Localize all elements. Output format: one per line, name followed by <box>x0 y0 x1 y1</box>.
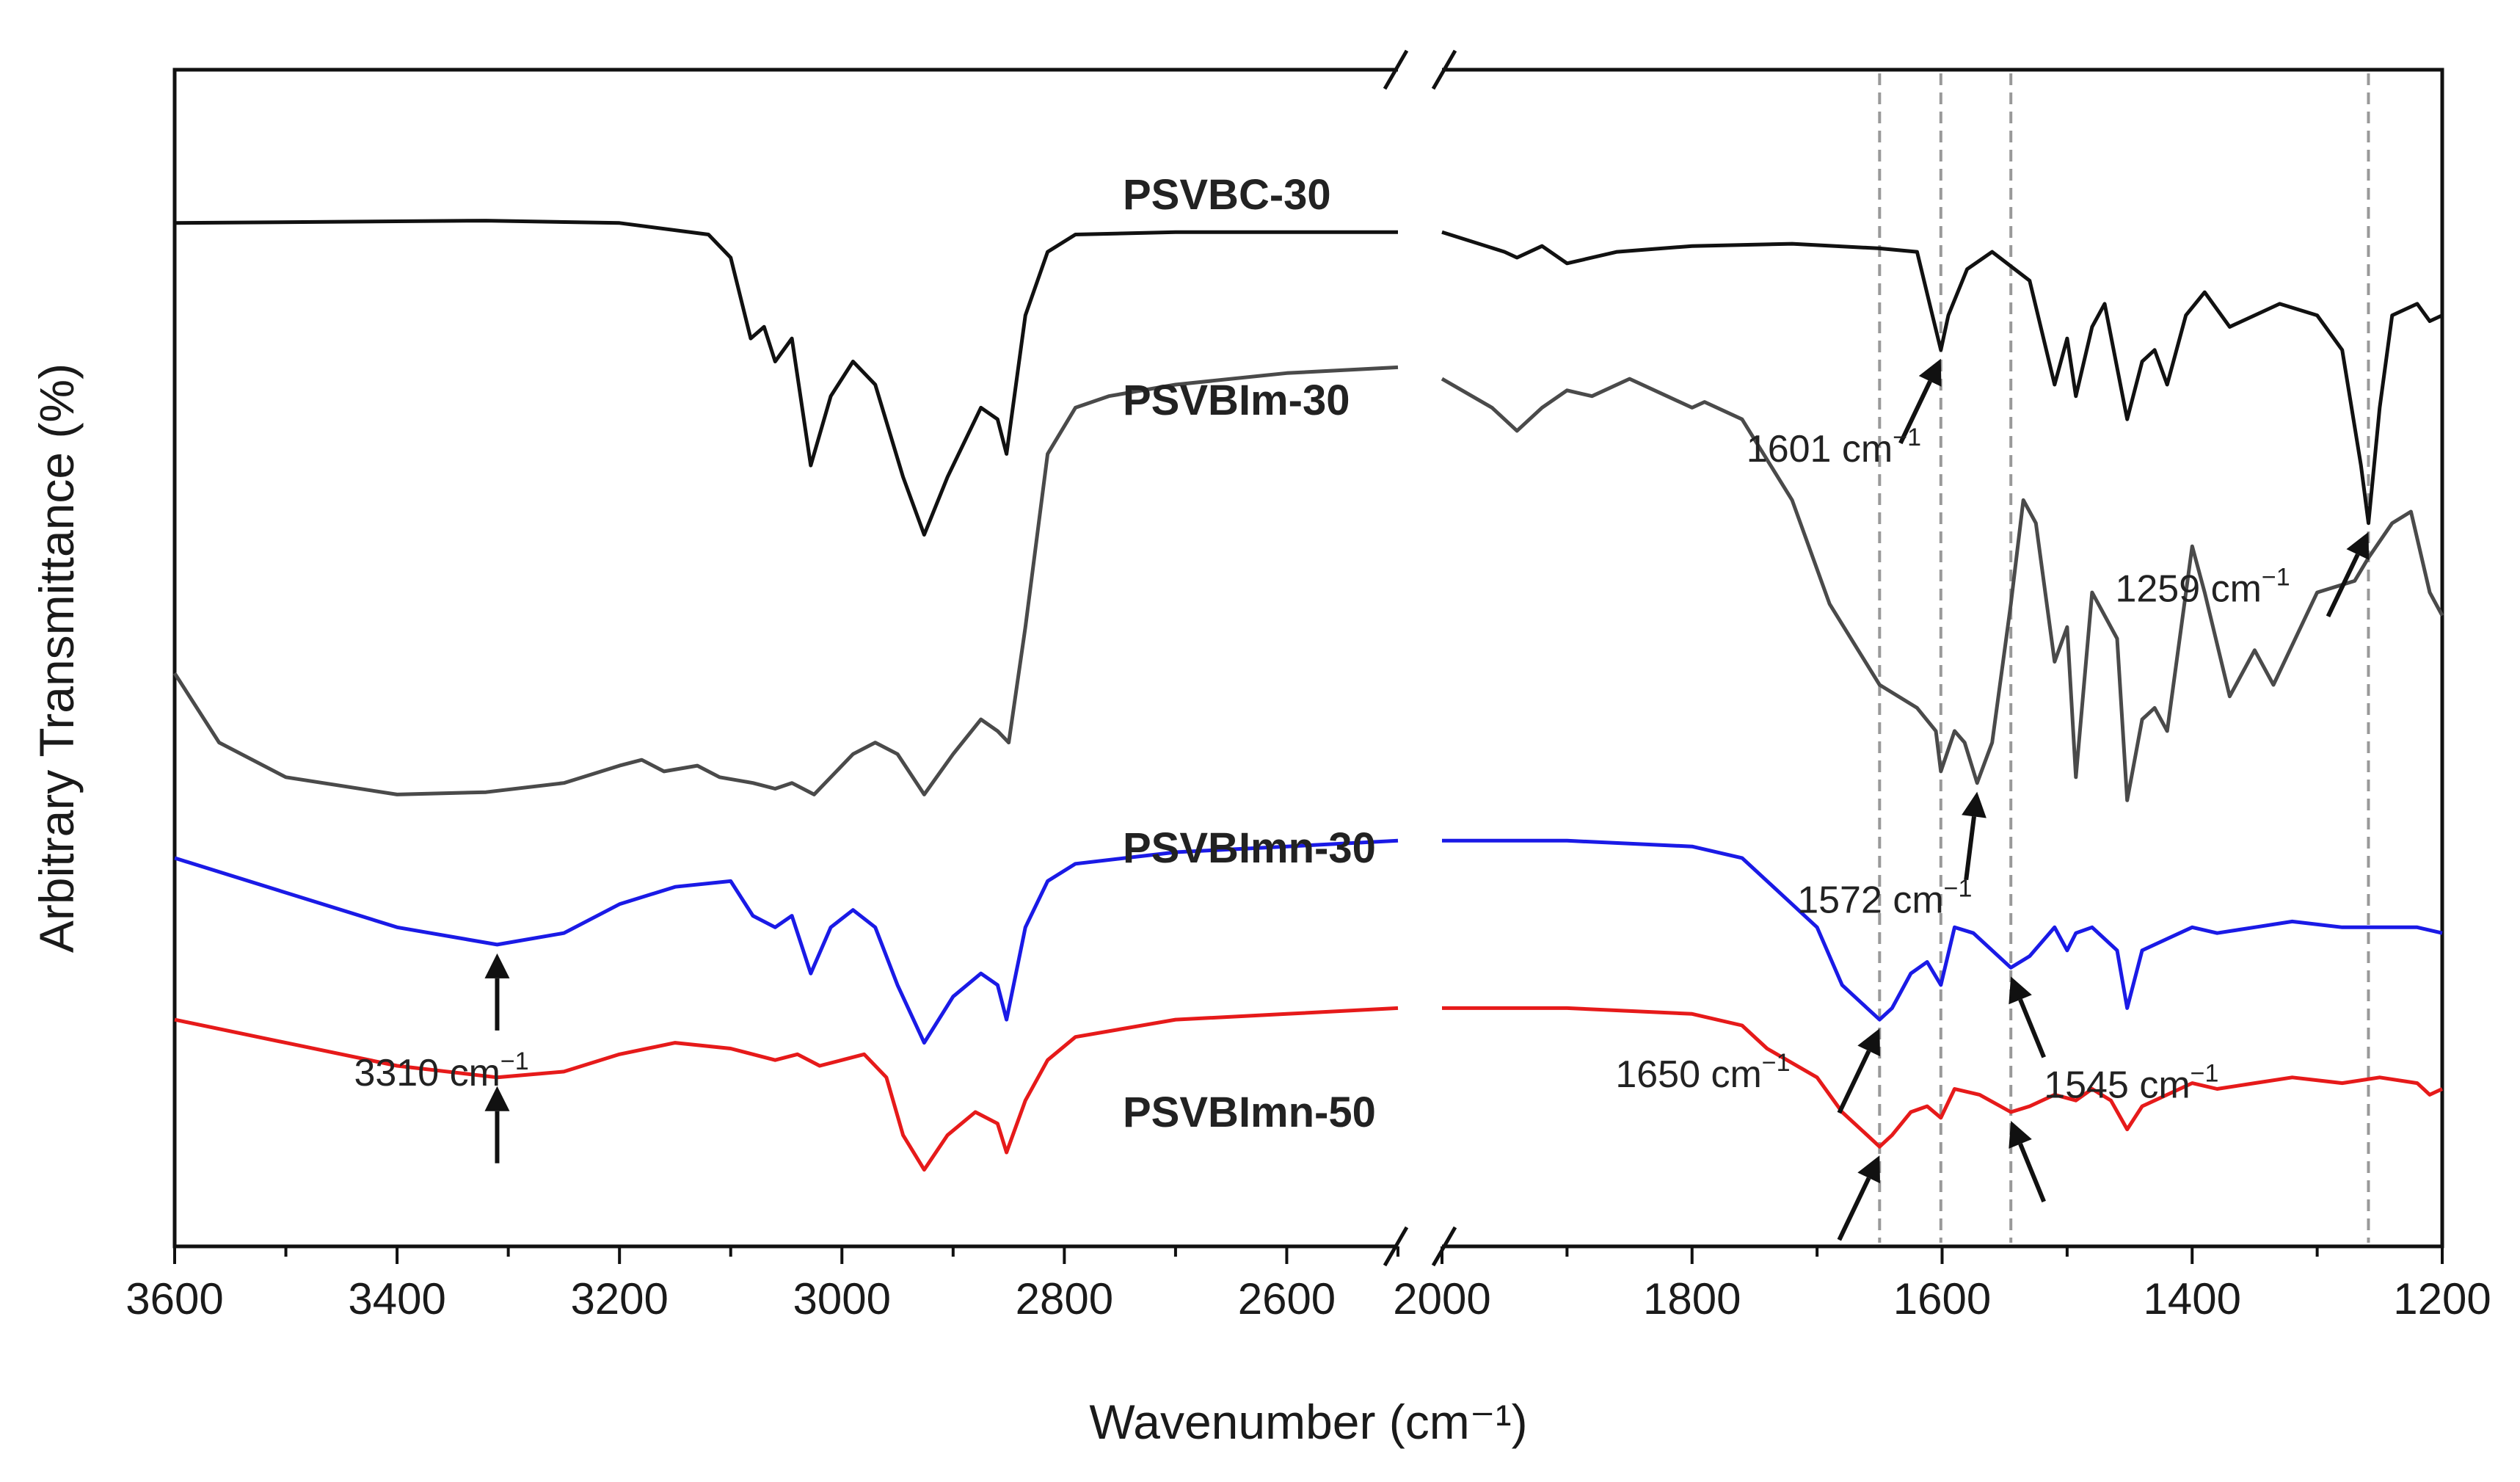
annotation-arrowhead <box>1857 1155 1880 1184</box>
x-tick-label: 1600 <box>1893 1274 1991 1323</box>
annotation-superscript: −1 <box>2262 564 2290 592</box>
annotation-arrowhead <box>484 1086 510 1111</box>
series-line <box>1441 377 2444 802</box>
x-axis-title: Wavenumber (cm⁻¹) <box>1089 1395 1527 1449</box>
series-label: PSVBIm-30 <box>1123 377 1350 424</box>
series-line <box>174 838 1399 1045</box>
annotation-label: 1572 cm−1 <box>1797 875 1972 922</box>
x-tick-label: 3400 <box>348 1274 445 1323</box>
annotation-label: 3310 cm−1 <box>354 1047 528 1094</box>
annotation-arrowhead <box>2346 531 2370 560</box>
axis-break-mark <box>1431 49 1457 90</box>
series-line <box>1442 1006 2444 1149</box>
series-label: PSVBC-30 <box>1123 171 1331 219</box>
annotation-arrow <box>2018 1143 2046 1203</box>
annotation-arrowhead <box>1918 358 1942 387</box>
annotation-arrow <box>1964 816 1976 881</box>
axis-break-gap <box>1398 55 1442 1261</box>
annotation-label: 1650 cm−1 <box>1615 1049 1790 1096</box>
series-line <box>174 219 1398 537</box>
annotation-arrow <box>1837 1177 1871 1241</box>
series-line <box>174 1006 1399 1172</box>
series-line <box>1442 838 2443 1022</box>
axis-break-mark <box>1431 1226 1457 1267</box>
x-tick-label: 2800 <box>1016 1274 1113 1323</box>
annotation-arrow <box>1898 380 1932 445</box>
annotation-superscript: −1 <box>2191 1059 2219 1087</box>
plot-area: PSVBC-30 PSVBIm-30 PSVBImn-30 PSVBImn-50 360… <box>125 49 2491 1323</box>
x-tick-label: 3000 <box>793 1274 891 1323</box>
x-tick-label: 2000 <box>1393 1274 1490 1323</box>
series-line <box>1441 230 2444 526</box>
annotation-arrowhead <box>1857 1028 1880 1057</box>
annotation-arrow <box>2018 998 2046 1058</box>
annotation-superscript: −1 <box>500 1047 529 1075</box>
annotation-arrowhead <box>2009 1120 2032 1149</box>
annotation-arrow <box>2326 553 2360 618</box>
x-tick-label: 3600 <box>125 1274 223 1323</box>
y-axis-title: Arbitrary Transmittance (%) <box>29 363 84 953</box>
annotation-label: 1259 cm−1 <box>2115 564 2290 611</box>
x-tick-label: 2600 <box>1238 1274 1336 1323</box>
x-tick-label: 1200 <box>2393 1274 2491 1323</box>
x-tick-label: 1800 <box>1643 1274 1741 1323</box>
series-label: PSVBImn-50 <box>1123 1089 1376 1136</box>
annotation-superscript: −1 <box>1893 424 1921 451</box>
annotation-arrow <box>1837 1050 1871 1114</box>
x-tick-label: 3200 <box>570 1274 668 1323</box>
axis-break-mark <box>1383 1226 1409 1267</box>
annotation-arrowhead <box>484 953 510 978</box>
annotation-superscript: −1 <box>1944 875 1973 903</box>
x-tick-label: 1400 <box>2144 1274 2241 1323</box>
annotation-arrowhead <box>1962 791 1986 818</box>
plot-frame <box>172 68 2444 1249</box>
axis-break-mark <box>1383 49 1409 90</box>
annotation-label: 1545 cm−1 <box>2044 1059 2218 1106</box>
annotation-label: 1601 cm−1 <box>1747 424 1921 471</box>
series-label: PSVBImn-30 <box>1123 824 1376 872</box>
annotation-arrowhead <box>2009 976 2032 1005</box>
series-line <box>172 365 1399 796</box>
annotation-superscript: −1 <box>1762 1049 1791 1077</box>
